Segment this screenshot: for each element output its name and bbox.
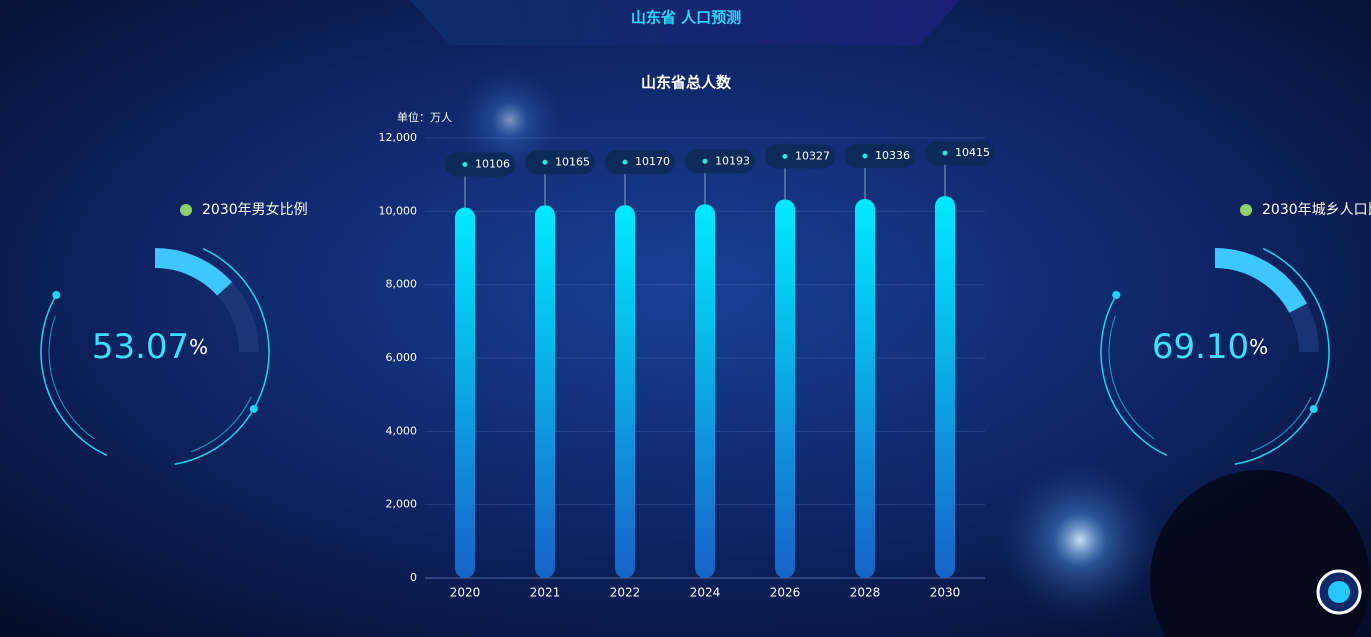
gauge-value: 69.10% — [1152, 327, 1268, 367]
value-label-dot — [782, 153, 788, 159]
x-tick-label: 2021 — [530, 586, 561, 600]
gauge-ring — [191, 396, 252, 453]
value-label: 10327 — [795, 149, 830, 162]
planet-glow — [450, 60, 570, 180]
y-axis-label: 单位：万人 — [397, 110, 452, 124]
value-label-dot — [862, 153, 868, 159]
value-label-box — [525, 150, 595, 175]
value-label: 10336 — [875, 149, 910, 162]
y-tick-label: 4,000 — [386, 424, 418, 437]
bar — [615, 205, 635, 578]
x-tick-label: 2030 — [930, 586, 961, 600]
value-label-box — [845, 144, 915, 169]
gauge-value: 53.07% — [92, 327, 208, 367]
bar — [455, 207, 475, 579]
value-label-box — [685, 149, 755, 174]
x-tick-label: 2022 — [610, 586, 641, 600]
value-label-box — [445, 152, 515, 177]
value-label: 10170 — [635, 155, 670, 168]
gauge-ring — [48, 315, 95, 440]
value-label: 10193 — [715, 154, 750, 167]
bar — [775, 199, 795, 579]
logo-inner — [1328, 581, 1350, 603]
gauge-ring — [1108, 315, 1155, 440]
header-bar — [410, 0, 960, 45]
value-label-dot — [462, 161, 468, 167]
y-tick-label: 8,000 — [386, 278, 418, 291]
bar — [535, 205, 555, 579]
gauge-dot — [1112, 291, 1121, 299]
value-label-dot — [942, 150, 948, 156]
value-label-box — [605, 150, 675, 175]
gauge-title: 2030年男女比例 — [202, 201, 308, 218]
value-label: 10165 — [555, 155, 590, 168]
gauge-dot — [249, 405, 258, 413]
gauge-value-arc — [155, 248, 232, 296]
bar — [935, 196, 955, 578]
value-label-dot — [702, 158, 708, 164]
header-title: 山东省 人口预测 — [631, 9, 741, 27]
x-tick-label: 2024 — [690, 586, 721, 600]
gauge-value-arc — [1215, 248, 1307, 313]
value-label-dot — [542, 159, 548, 165]
gauge-dot — [1309, 405, 1318, 413]
gauge-ring — [174, 248, 270, 466]
planet — [1150, 470, 1370, 637]
gauge-unit: % — [189, 335, 208, 359]
y-tick-label: 10,000 — [379, 204, 418, 217]
value-label-dot — [622, 159, 628, 165]
gauge-ring — [1234, 248, 1330, 466]
gauge-title: 2030年城乡人口比例 — [1262, 202, 1371, 218]
gauge-unit: % — [1249, 335, 1268, 359]
chart-title: 山东省总人数 — [641, 74, 732, 92]
gauge-value-number: 53.07 — [92, 327, 189, 367]
planet-glow — [990, 450, 1170, 630]
legend-dot — [1240, 204, 1252, 216]
x-tick-label: 2028 — [850, 586, 881, 600]
x-tick-label: 2026 — [770, 586, 801, 600]
y-tick-label: 12,000 — [379, 131, 418, 144]
gauge-dot — [52, 291, 61, 299]
bar — [695, 204, 715, 579]
gauge-ring — [1251, 396, 1312, 453]
bar — [855, 199, 875, 578]
y-tick-label: 6,000 — [386, 351, 418, 364]
gauge-ring — [40, 294, 108, 456]
y-tick-label: 0 — [410, 571, 417, 584]
gauge-ring — [1100, 294, 1168, 456]
value-label-box — [765, 144, 835, 169]
gauge-value-number: 69.10 — [1152, 327, 1249, 367]
value-label: 10415 — [955, 146, 990, 159]
y-tick-label: 2,000 — [386, 498, 418, 511]
value-label-box — [925, 141, 995, 166]
legend-dot — [180, 204, 192, 216]
value-label: 10106 — [475, 157, 510, 170]
x-tick-label: 2020 — [450, 586, 481, 600]
